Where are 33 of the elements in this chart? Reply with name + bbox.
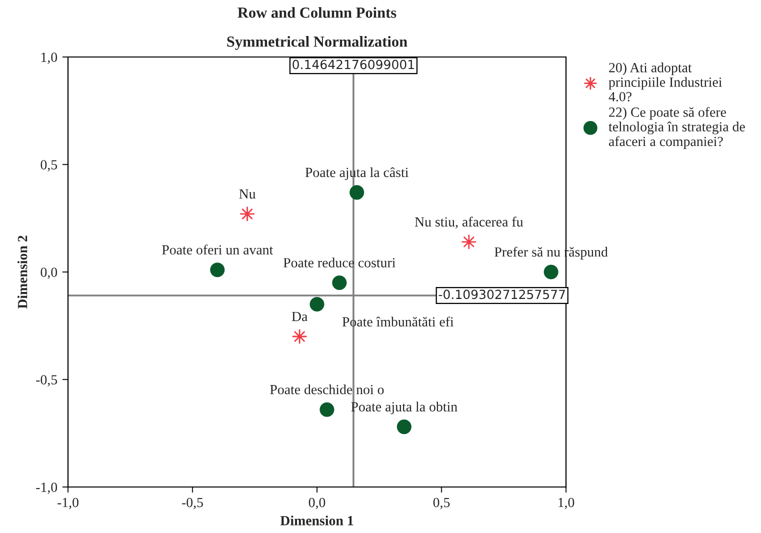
point (544, 264, 558, 280)
legend-label: 22) Ce poate să ofere telnologia în strategia de afaceri a companiei? (608, 106, 745, 149)
x-tick-label: 0,5 (433, 498, 450, 510)
point (396, 420, 412, 434)
chart-title: Row and Column Points (238, 7, 396, 18)
point (210, 262, 225, 278)
annotation: Poate oferi un avant (162, 244, 274, 255)
x-axis-title: Dimension 1 (280, 516, 354, 526)
y-tick-label: -0,5 (36, 375, 58, 386)
annotation: Nu (239, 189, 256, 199)
y-tick-label: 0,5 (40, 160, 58, 172)
ref-line-label: -0.10930271257577 (438, 290, 565, 300)
x-tick-label: 0,0 (308, 498, 326, 510)
point (332, 275, 347, 290)
y-tick-label: -1,0 (36, 482, 58, 494)
point (292, 329, 307, 344)
annotation: Poate deschide noi o (270, 384, 384, 394)
y-tick-label: 1,0 (41, 52, 58, 64)
point (350, 185, 364, 200)
y-tick-label: 0,0 (40, 268, 58, 279)
chart-subtitle: Symmetrical Normalization (227, 36, 408, 50)
y-axis-title: Dimension 2 (17, 236, 28, 309)
ref-line-label: 0.14642176099001 (292, 60, 414, 70)
point (310, 296, 324, 312)
point (462, 234, 476, 250)
annotation: Nu stiu, afacerea fu (414, 216, 524, 229)
point (320, 402, 334, 417)
legend-label: 20) Ati adoptat principiile Industriei 4.0? (608, 62, 722, 102)
annotation: Da (292, 312, 308, 322)
x-tick-label: -0,5 (182, 498, 203, 510)
point (240, 206, 255, 222)
x-tick-label: 1,0 (558, 498, 574, 510)
x-tick-label: -1,0 (58, 498, 78, 510)
